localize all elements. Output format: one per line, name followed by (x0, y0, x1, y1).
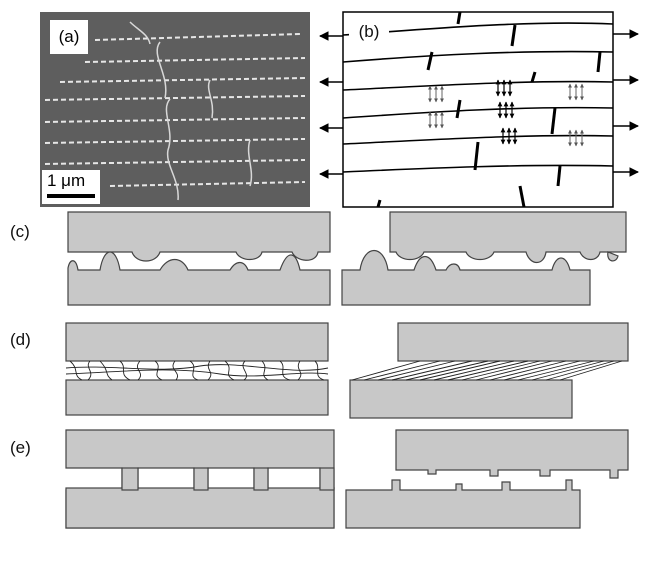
load-arrows (319, 29, 639, 179)
vertical-cracks (376, 11, 602, 208)
panel-a-label: (a) (50, 20, 88, 54)
panel-e-label: (e) (10, 438, 31, 457)
scale-bar (47, 194, 95, 198)
panel-d-label: (d) (10, 330, 31, 349)
panel-b-label: (b) (349, 14, 389, 50)
stress-arrow-clusters (428, 79, 584, 147)
stretched-fibrils (351, 360, 623, 381)
panel-c-label: (c) (10, 222, 30, 241)
scale-bar-label: 1 μm (47, 171, 86, 190)
fibril-network (65, 360, 329, 381)
scale-bar-box: 1 μm (42, 170, 100, 204)
fibril-panel-d (65, 322, 629, 419)
layer-interfaces (342, 22, 614, 173)
grain-boundaries (129, 21, 253, 201)
asperity-panel-c (67, 211, 627, 306)
pillar-panel-e (65, 429, 629, 529)
crack-lines (44, 33, 306, 187)
